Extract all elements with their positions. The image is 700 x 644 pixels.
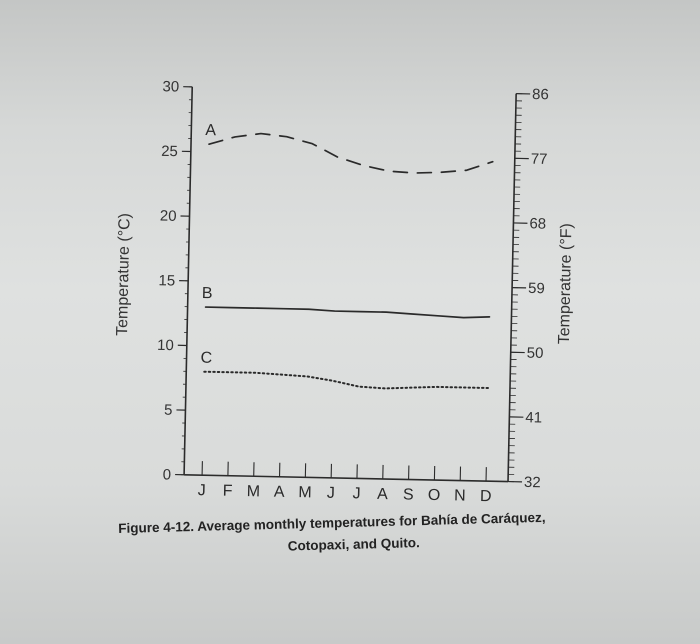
y-axis-label-right: Temperature (°F) xyxy=(556,223,576,344)
left-tick-label-30: 30 xyxy=(162,78,179,95)
x-tick-label-D: D xyxy=(480,488,492,505)
x-tick-label-F: F xyxy=(223,483,233,500)
x-tick-label-M: M xyxy=(298,484,312,501)
left-tick-label-20: 20 xyxy=(160,208,177,225)
y-axis-label-left: Temperature (°C) xyxy=(114,213,134,336)
left-tick-label-5: 5 xyxy=(164,402,173,419)
x-tick-label-N: N xyxy=(454,487,466,504)
left-tick-label-25: 25 xyxy=(161,143,178,160)
x-tick-label-A: A xyxy=(274,484,285,501)
right-tick-label-59: 59 xyxy=(528,280,545,297)
right-tick-label-86: 86 xyxy=(532,86,549,103)
right-tick-label-68: 68 xyxy=(529,215,546,232)
x-tick-label-J: J xyxy=(198,482,206,499)
x-tick-label-J: J xyxy=(327,485,335,502)
x-tick-label-J: J xyxy=(352,485,360,502)
series-A-label: A xyxy=(205,122,216,139)
series-C-line xyxy=(203,370,489,390)
x-axis-line xyxy=(184,473,509,483)
x-tick-label-S: S xyxy=(403,486,414,503)
left-tick-label-15: 15 xyxy=(158,272,175,289)
x-tick-label-M: M xyxy=(247,483,261,500)
x-tick-label-O: O xyxy=(428,487,441,504)
right-tick-label-50: 50 xyxy=(527,345,544,362)
left-tick-label-10: 10 xyxy=(157,337,174,354)
x-tick-label-A: A xyxy=(377,486,388,503)
series-B-label: B xyxy=(202,285,213,302)
right-tick-label-32: 32 xyxy=(524,474,541,491)
series-C-label: C xyxy=(200,350,212,367)
right-tick-label-41: 41 xyxy=(525,409,542,426)
series-B-line xyxy=(204,306,491,319)
left-tick-label-0: 0 xyxy=(163,466,172,483)
series-A-line xyxy=(208,132,494,174)
right-tick-label-77: 77 xyxy=(531,151,548,168)
